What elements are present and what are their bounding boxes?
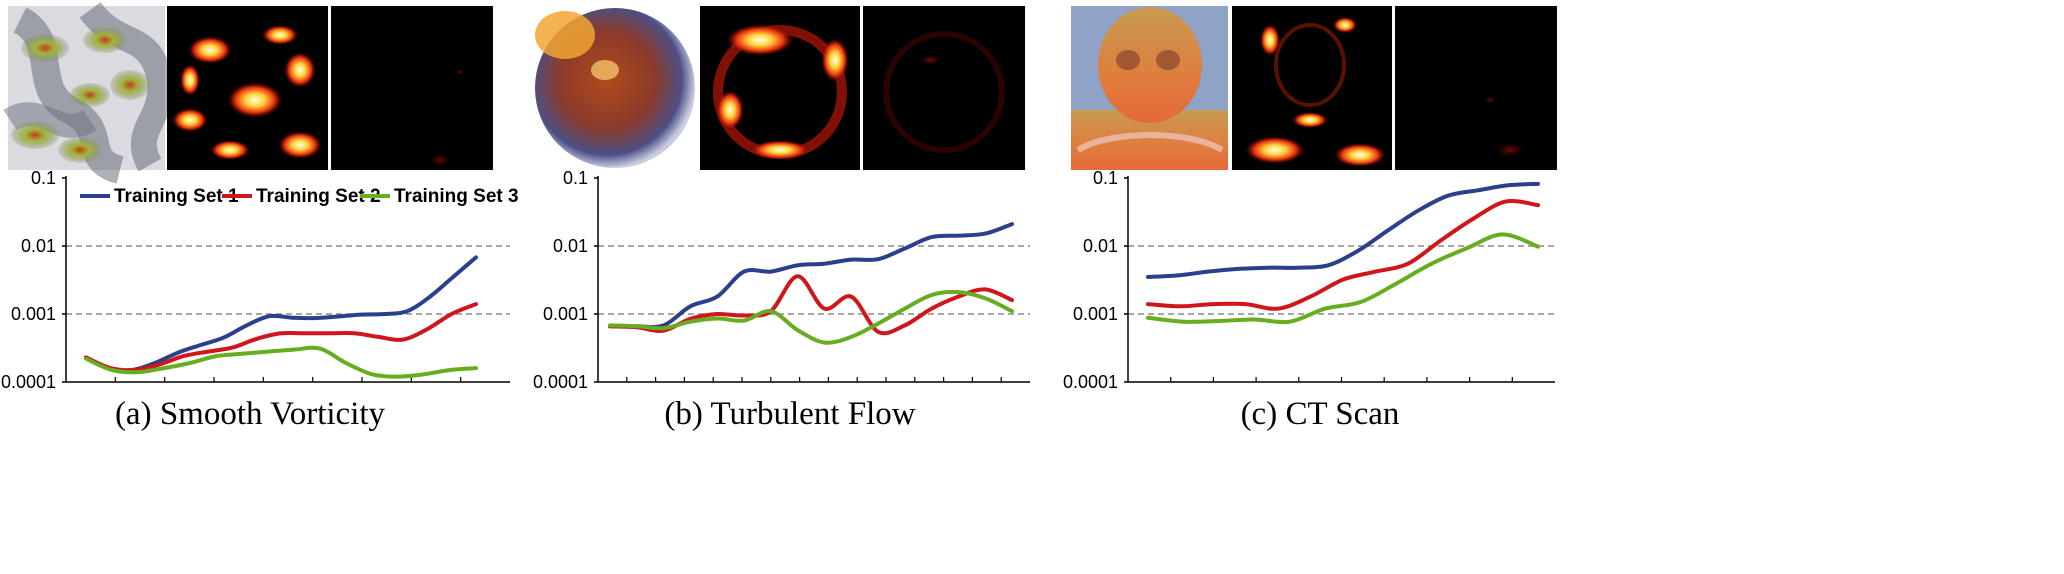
series-line-1 <box>608 222 1014 330</box>
ct-volume-image <box>1071 6 1228 170</box>
vorticity-error-map-high <box>167 6 328 170</box>
thumbnails-b <box>535 6 1025 170</box>
panel-turbulent-flow: 0.1 0.01 0.001 0.0001 <box>533 168 1030 392</box>
thumbnails-c <box>1071 6 1557 170</box>
thumbnails-a <box>3 1 493 184</box>
y-tick-label: 0.1 <box>31 168 56 188</box>
panel-smooth-vorticity: 0.1 0.01 0.001 0.0001 <box>1 168 510 392</box>
y-tick-label: 0.0001 <box>1 372 56 392</box>
series-line-2 <box>1146 199 1540 311</box>
y-tick-label: 0.0001 <box>533 372 588 392</box>
series-line-2 <box>84 302 478 373</box>
y-tick-label: 0.1 <box>563 168 588 188</box>
y-tick-label: 0.1 <box>1093 168 1118 188</box>
series-line-3 <box>1146 232 1540 325</box>
ct-error-map-low <box>1395 6 1557 170</box>
vorticity-volume-image <box>3 1 174 184</box>
caption-b: (b) Turbulent Flow <box>664 396 915 432</box>
legend: Training Set 1 Training Set 2 Training S… <box>80 186 519 207</box>
legend-label-1: Training Set 1 <box>114 186 239 207</box>
y-tick-label: 0.001 <box>1073 304 1118 324</box>
turbulent-error-map-high <box>700 6 860 170</box>
series-line-1 <box>84 255 478 373</box>
series-line-3 <box>84 345 478 379</box>
vorticity-error-map-low <box>331 6 493 170</box>
series-line-3 <box>608 289 1014 345</box>
series-line-2 <box>608 274 1014 336</box>
y-tick-label: 0.0001 <box>1063 372 1118 392</box>
legend-label-2: Training Set 2 <box>256 186 381 207</box>
caption-a: (a) Smooth Vorticity <box>115 396 386 432</box>
y-tick-label: 0.01 <box>21 236 56 256</box>
legend-label-3: Training Set 3 <box>394 186 519 207</box>
caption-c: (c) CT Scan <box>1241 396 1400 432</box>
y-tick-label: 0.001 <box>11 304 56 324</box>
turbulent-error-map-low <box>863 6 1025 170</box>
series-line-1 <box>1146 181 1540 279</box>
y-tick-label: 0.01 <box>553 236 588 256</box>
y-tick-label: 0.01 <box>1083 236 1118 256</box>
turbulent-volume-image <box>535 8 695 168</box>
ct-error-map-high <box>1232 6 1392 170</box>
panel-ct-scan: 0.1 0.01 0.001 0.0001 <box>1063 168 1555 392</box>
y-tick-label: 0.001 <box>543 304 588 324</box>
